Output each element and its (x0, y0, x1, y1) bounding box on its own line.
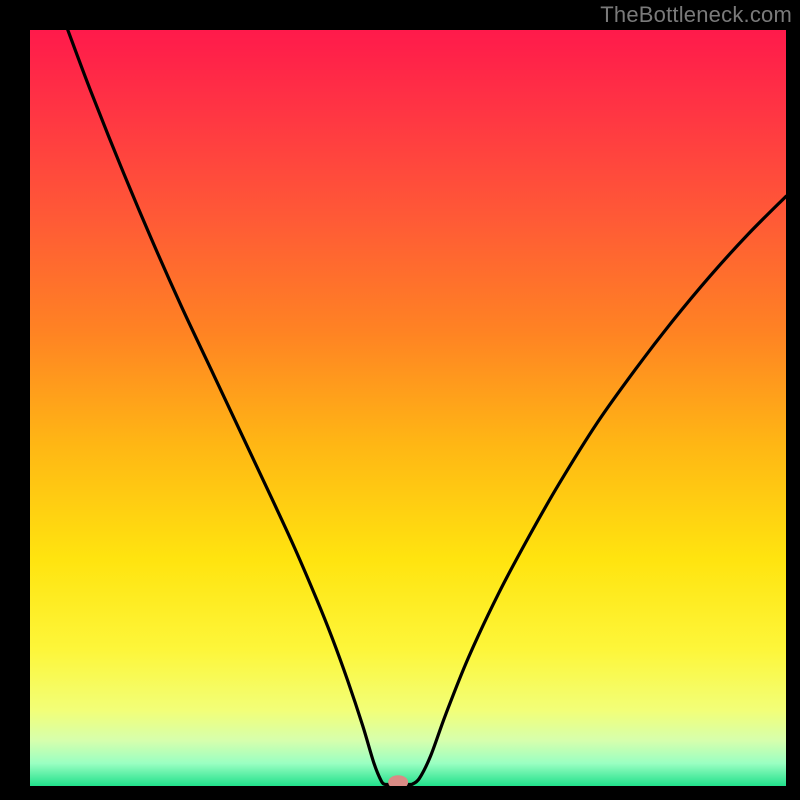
chart-background-gradient (30, 30, 786, 786)
bottleneck-chart (0, 0, 800, 800)
watermark-text: TheBottleneck.com (600, 2, 792, 28)
